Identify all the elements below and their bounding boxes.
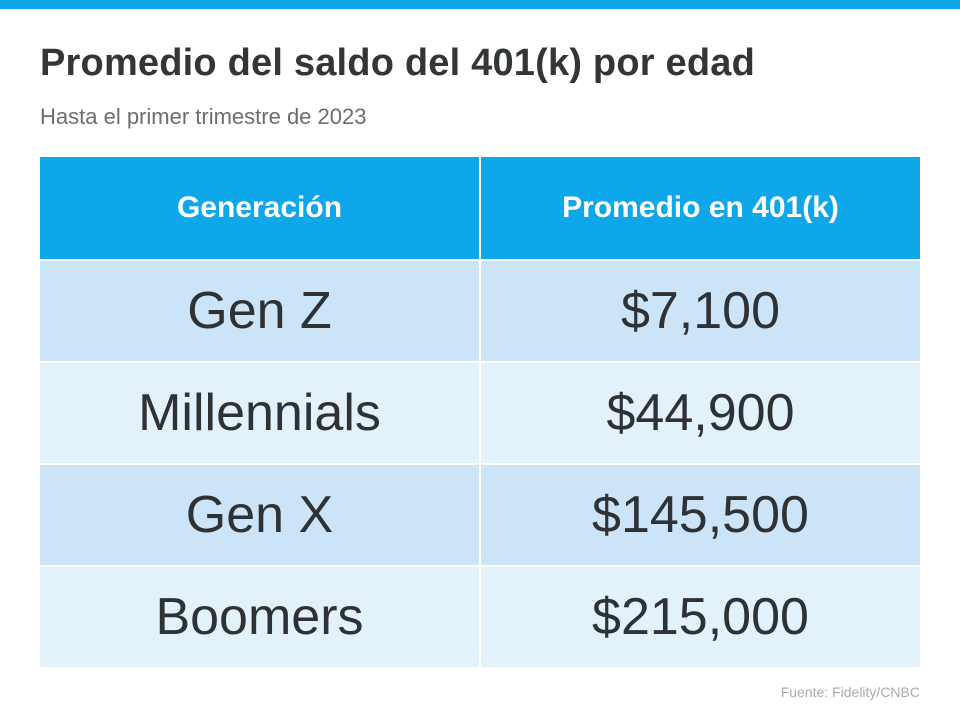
table-header-row: Generación Promedio en 401(k) [40, 157, 920, 260]
table-row: Gen Z $7,100 [40, 259, 920, 362]
source-note: Fuente: Fidelity/CNBC [780, 684, 920, 700]
data-table: Generación Promedio en 401(k) Gen Z $7,1… [40, 157, 920, 667]
table-row: Boomers $215,000 [40, 565, 920, 667]
cell-average: $145,500 [480, 463, 920, 566]
cell-generation: Gen X [40, 463, 481, 566]
column-header-average: Promedio en 401(k) [480, 157, 920, 260]
page-subtitle: Hasta el primer trimestre de 2023 [40, 104, 367, 129]
cell-generation: Millennials [40, 361, 481, 464]
cell-average: $44,900 [480, 361, 920, 464]
cell-average: $7,100 [480, 259, 920, 362]
cell-generation: Boomers [40, 565, 481, 667]
cell-average: $215,000 [480, 565, 920, 667]
page-title: Promedio del saldo del 401(k) por edad [40, 42, 755, 84]
top-accent-bar [0, 0, 960, 9]
cell-generation: Gen Z [40, 259, 481, 362]
table-row: Millennials $44,900 [40, 361, 920, 464]
table-row: Gen X $145,500 [40, 463, 920, 566]
column-header-generation: Generación [40, 157, 481, 260]
